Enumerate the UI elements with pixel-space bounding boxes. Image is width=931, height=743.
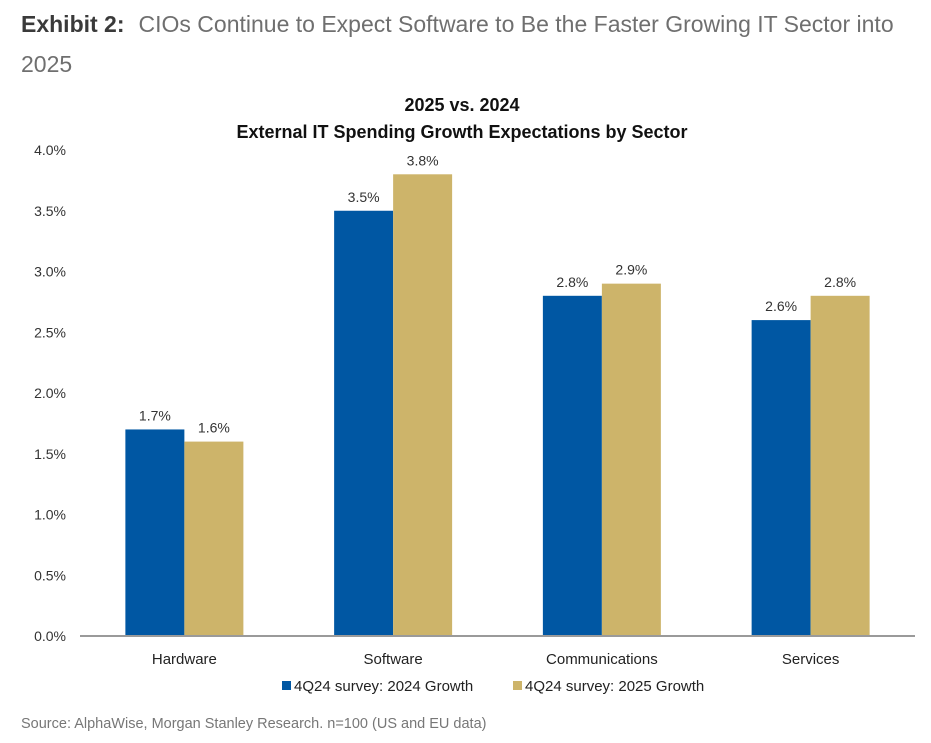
legend-swatch-2025 — [513, 681, 522, 690]
y-tick-label: 1.0% — [34, 507, 66, 523]
bar-2025-services — [810, 295, 870, 636]
data-label: 1.6% — [198, 420, 230, 436]
y-tick-label: 0.0% — [34, 628, 66, 644]
exhibit-title: CIOs Continue to Expect Software to Be t… — [21, 11, 894, 77]
data-label: 3.8% — [407, 152, 439, 168]
data-label: 1.7% — [139, 407, 171, 423]
exhibit-label: Exhibit 2: — [21, 11, 125, 37]
legend-label-2024: 4Q24 survey: 2024 Growth — [294, 678, 473, 695]
legend-swatch-2024 — [282, 681, 291, 690]
source-note: Source: AlphaWise, Morgan Stanley Resear… — [21, 716, 487, 732]
y-tick-label: 0.5% — [34, 567, 66, 583]
exhibit-heading: Exhibit 2: CIOs Continue to Expect Softwa… — [21, 4, 921, 84]
chart-subtitle: External IT Spending Growth Expectations… — [236, 122, 687, 142]
bar-2025-software — [393, 174, 453, 637]
data-label: 2.8% — [556, 274, 588, 290]
chart-title: 2025 vs. 2024 — [404, 95, 519, 115]
data-label: 2.8% — [824, 274, 856, 290]
legend: 4Q24 survey: 2024 Growth 4Q24 survey: 202… — [282, 678, 704, 695]
x-category-label: Services — [782, 651, 840, 668]
bar-2024-software — [334, 210, 394, 636]
y-tick-label: 2.5% — [34, 324, 66, 340]
x-category-label: Communications — [546, 651, 658, 668]
bar-2024-hardware — [125, 429, 185, 636]
y-tick-label: 3.5% — [34, 203, 66, 219]
data-label: 2.6% — [765, 298, 797, 314]
bar-2024-communications — [542, 295, 602, 636]
bar-2025-communications — [601, 283, 661, 636]
bar-2024-services — [751, 320, 811, 636]
y-tick-label: 1.5% — [34, 446, 66, 462]
y-tick-label: 3.0% — [34, 264, 66, 280]
x-category-label: Software — [364, 651, 423, 668]
legend-label-2025: 4Q24 survey: 2025 Growth — [525, 678, 704, 695]
data-label: 2.9% — [615, 262, 647, 278]
x-category-label: Hardware — [152, 651, 217, 668]
y-tick-label: 4.0% — [34, 142, 66, 158]
data-label: 3.5% — [348, 189, 380, 205]
y-tick-label: 2.0% — [34, 385, 66, 401]
bar-2025-hardware — [184, 441, 244, 636]
